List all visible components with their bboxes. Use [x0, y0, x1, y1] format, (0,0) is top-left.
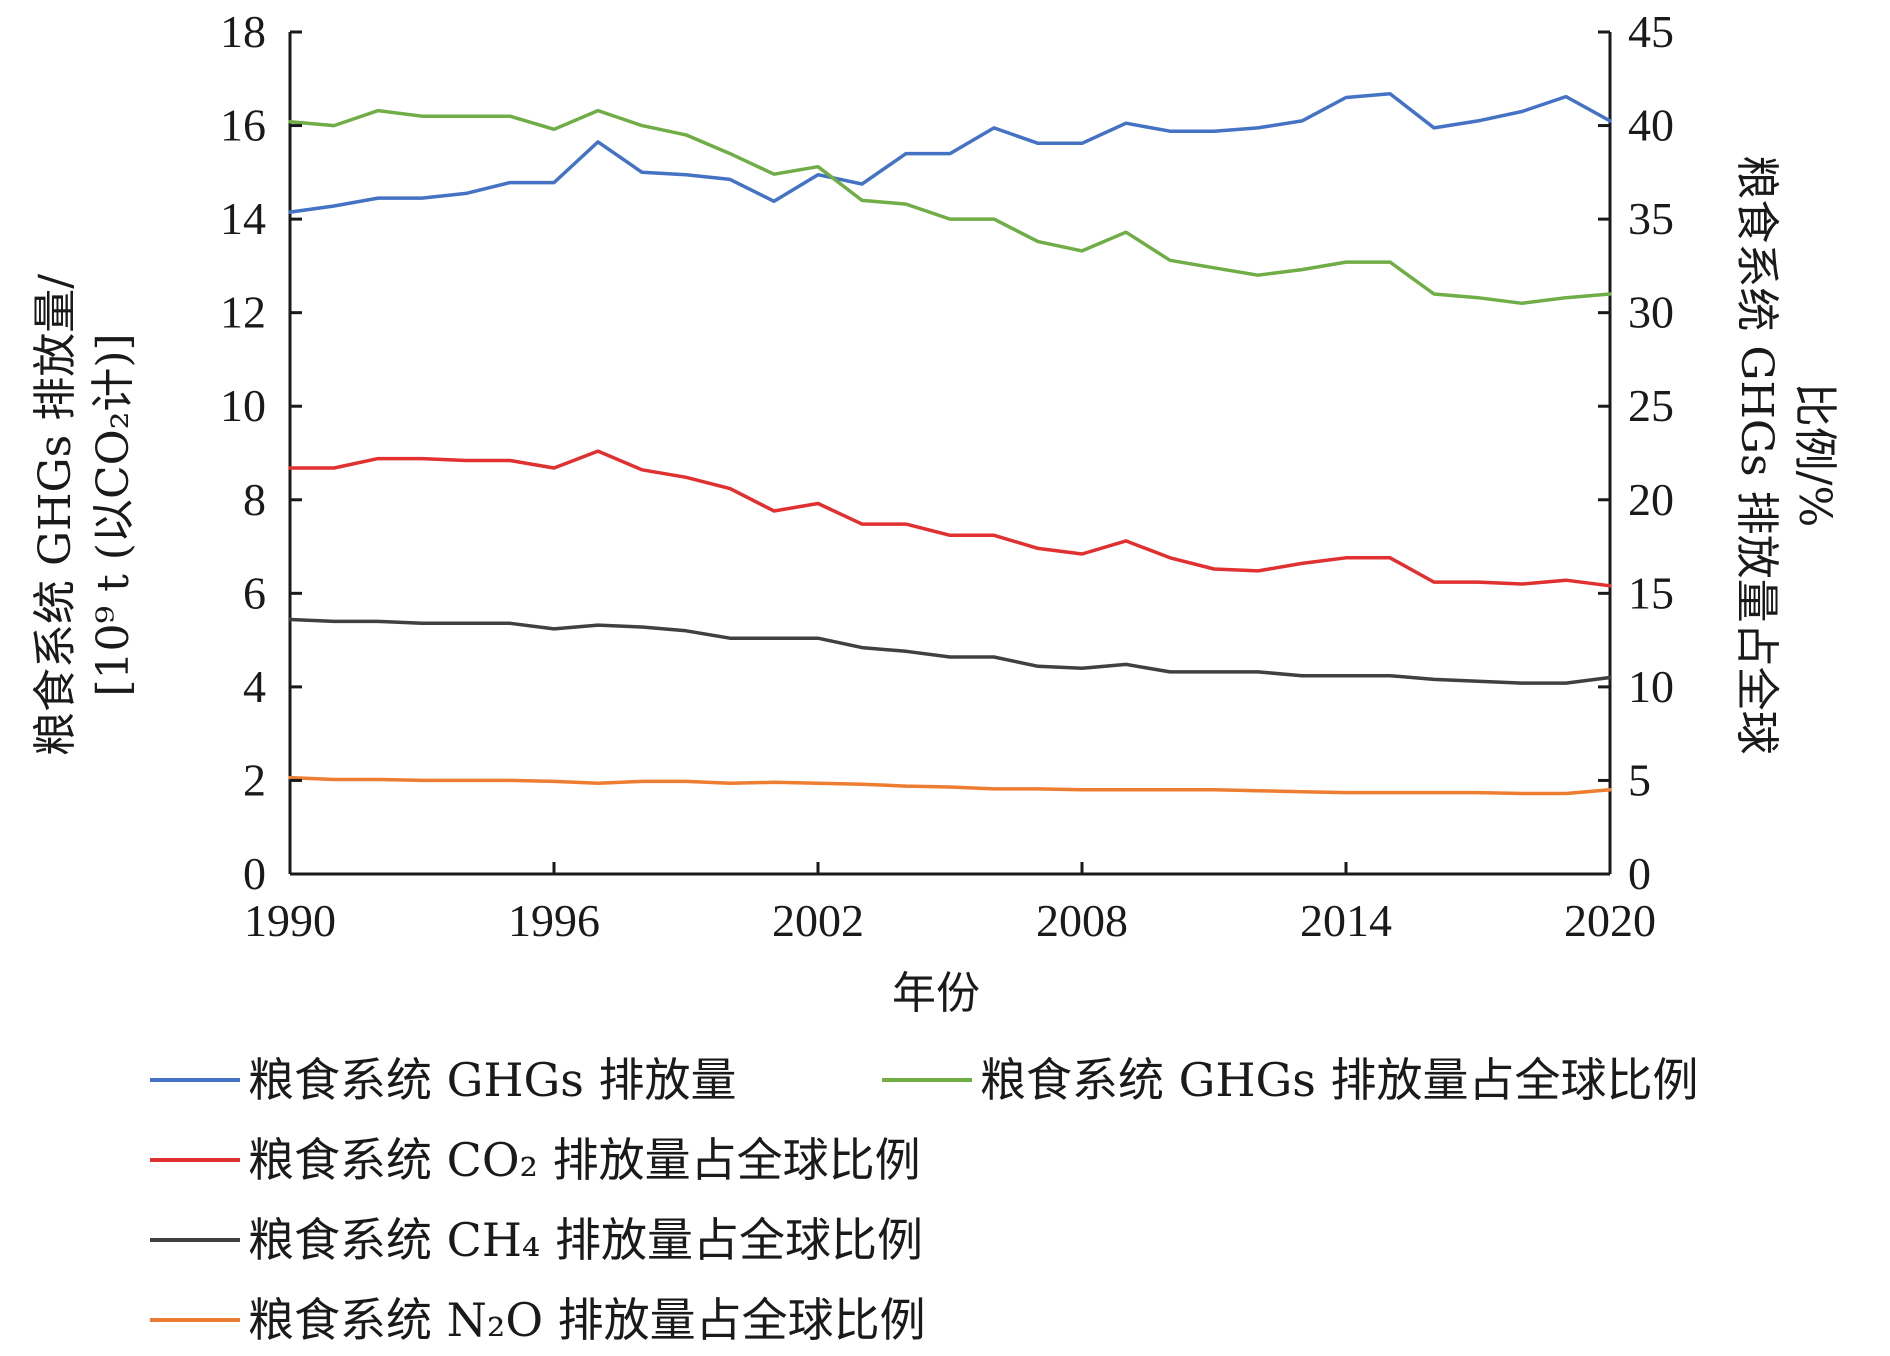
legend-item-4: 粮食系统 CH₄ 排放量占全球比例 — [150, 1213, 923, 1267]
series-line-1 — [288, 91, 1612, 214]
x-tick-label: 2014 — [1300, 895, 1392, 946]
left-y-tick-label: 4 — [243, 661, 266, 712]
left-y-tick-label: 10 — [220, 380, 266, 431]
right-y-tick-label: 20 — [1628, 474, 1674, 525]
right-y-axis-title-line1: 粮食系统 GHGs 排放量占全球 — [1731, 155, 1782, 754]
legend-label: 粮食系统 N₂O 排放量占全球比例 — [248, 1293, 926, 1347]
legend-item-2: 粮食系统 GHGs 排放量占全球比例 — [882, 1053, 1698, 1107]
right-y-tick-label: 30 — [1628, 287, 1674, 338]
x-tick-label: 2008 — [1036, 895, 1128, 946]
legend-label: 粮食系统 GHGs 排放量占全球比例 — [980, 1053, 1698, 1107]
legend-label: 粮食系统 CO₂ 排放量占全球比例 — [248, 1133, 921, 1187]
left-y-axis-title-line2: [10⁹ t (以CO₂计)] — [88, 333, 139, 696]
left-y-tick-label: 2 — [243, 754, 266, 805]
right-y-tick-label: 45 — [1628, 6, 1674, 57]
series-line-4 — [288, 617, 1612, 685]
x-tick-label: 2002 — [772, 895, 864, 946]
right-y-tick-label: 5 — [1628, 754, 1651, 805]
right-y-tick-label: 35 — [1628, 193, 1674, 244]
right-y-tick-label: 15 — [1628, 567, 1674, 618]
right-y-ticks: 0 5 10 15 20 25 30 35 40 45 — [1598, 6, 1674, 899]
legend-label: 粮食系统 GHGs 排放量 — [248, 1053, 736, 1107]
right-y-tick-label: 0 — [1628, 848, 1651, 899]
left-y-tick-label: 18 — [220, 6, 266, 57]
legend-item-1: 粮食系统 GHGs 排放量 — [150, 1053, 736, 1107]
legend-item-3: 粮食系统 CO₂ 排放量占全球比例 — [150, 1133, 921, 1187]
right-y-tick-label: 10 — [1628, 661, 1674, 712]
left-y-tick-label: 14 — [220, 193, 266, 244]
left-y-tick-label: 8 — [243, 474, 266, 525]
x-tick-label: 2020 — [1564, 895, 1656, 946]
right-y-axis-title-line2: 比例/% — [1789, 383, 1840, 528]
series-layer — [288, 91, 1612, 796]
x-ticks: 1990 1996 2002 2008 2014 2020 — [244, 862, 1656, 946]
left-y-axis-title-line1: 粮食系统 GHGs 排放量/ — [30, 274, 81, 756]
series-line-2 — [288, 108, 1612, 306]
legend-label: 粮食系统 CH₄ 排放量占全球比例 — [248, 1213, 923, 1267]
right-y-tick-label: 40 — [1628, 100, 1674, 151]
right-y-tick-label: 25 — [1628, 380, 1674, 431]
left-y-ticks: 0 2 4 6 8 10 12 14 16 18 — [220, 6, 302, 899]
left-y-tick-label: 16 — [220, 100, 266, 151]
left-y-tick-label: 12 — [220, 287, 266, 338]
left-y-axis-title: 粮食系统 GHGs 排放量/ [10⁹ t (以CO₂计)] — [30, 274, 139, 756]
x-axis-title: 年份 — [892, 968, 980, 1019]
plot-frame — [288, 32, 1612, 876]
series-line-3 — [288, 449, 1612, 588]
legend-item-5: 粮食系统 N₂O 排放量占全球比例 — [150, 1293, 926, 1347]
series-line-5 — [288, 775, 1612, 796]
right-y-axis-title: 粮食系统 GHGs 排放量占全球 比例/% — [1731, 155, 1840, 754]
x-tick-label: 1996 — [508, 895, 600, 946]
x-tick-label: 1990 — [244, 895, 336, 946]
left-y-tick-label: 0 — [243, 848, 266, 899]
left-y-tick-label: 6 — [243, 567, 266, 618]
